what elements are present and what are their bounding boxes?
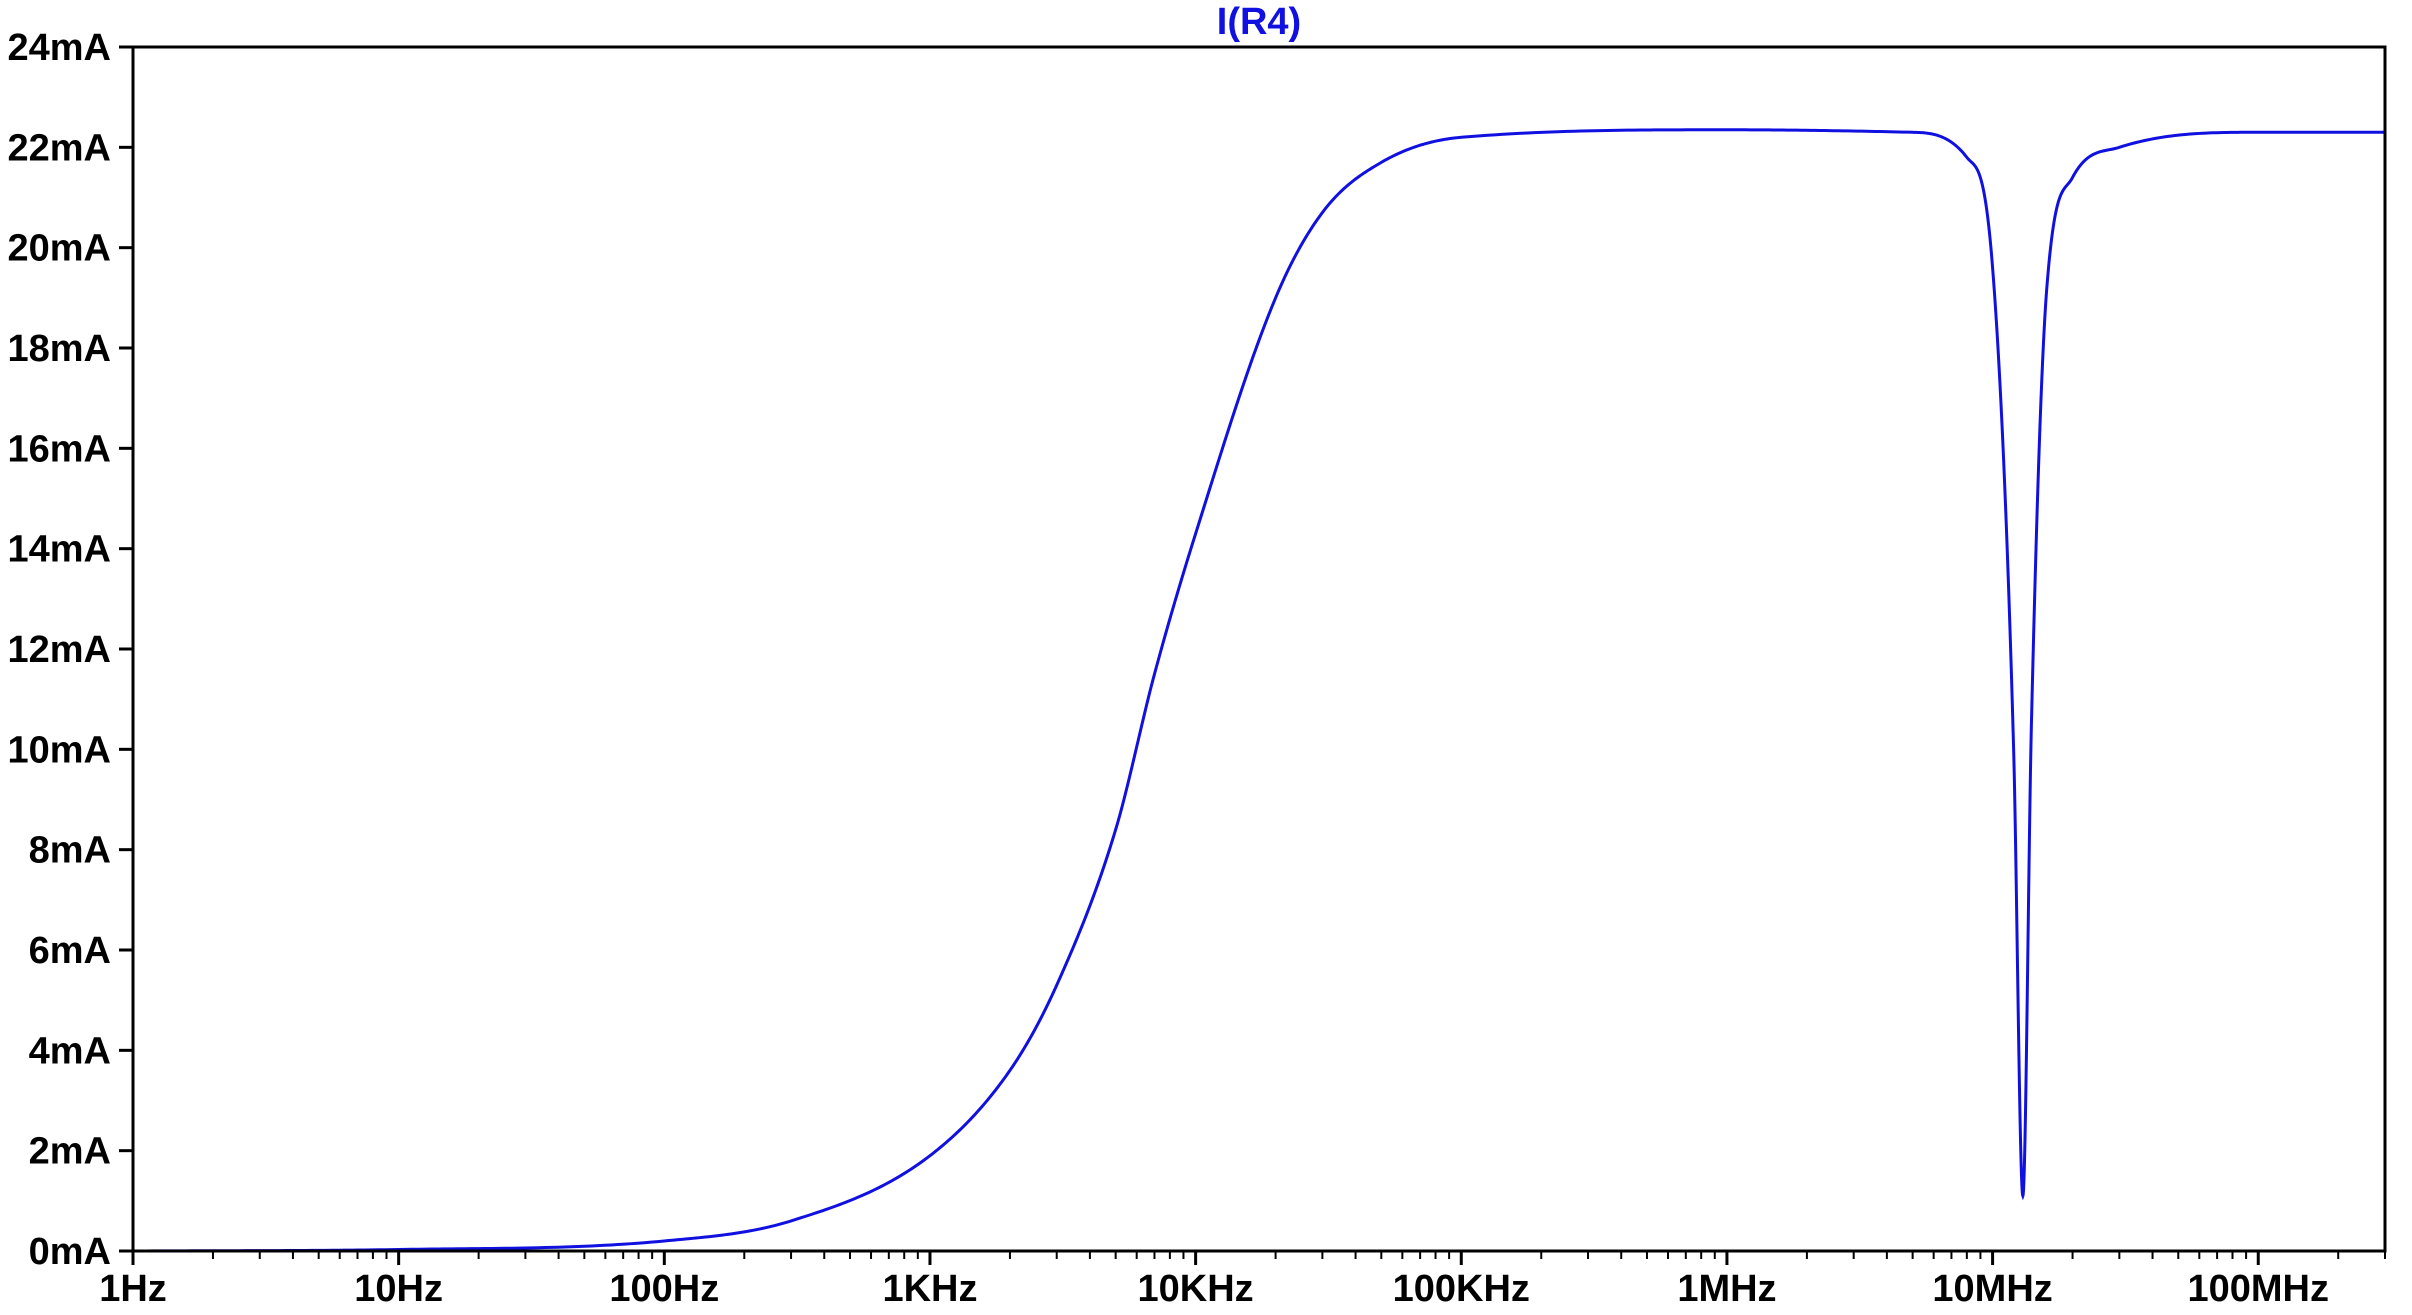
chart-title: I(R4) bbox=[1217, 1, 1301, 43]
x-tick-label: 100KHz bbox=[1393, 1268, 1530, 1310]
y-tick-label: 20mA bbox=[8, 228, 112, 270]
x-tick-label: 100MHz bbox=[2187, 1268, 2329, 1310]
x-tick-label: 1MHz bbox=[1677, 1268, 1776, 1310]
y-tick-label: 10mA bbox=[8, 729, 112, 771]
x-tick-label: 10KHz bbox=[1138, 1268, 1254, 1310]
y-tick-label: 12mA bbox=[8, 629, 112, 671]
y-tick-label: 24mA bbox=[8, 27, 112, 69]
y-tick-label: 18mA bbox=[8, 328, 112, 370]
y-tick-label: 16mA bbox=[8, 428, 112, 470]
x-tick-label: 100Hz bbox=[609, 1268, 719, 1310]
y-tick-label: 8mA bbox=[29, 830, 111, 872]
x-tick-label: 1KHz bbox=[882, 1268, 977, 1310]
y-tick-label: 6mA bbox=[29, 930, 111, 972]
axis-ticks: 1Hz 10Hz 100Hz 1KHz 10KHz 100KHz 1MHz 10MHz 100M… bbox=[8, 27, 2386, 1310]
y-tick-label: 4mA bbox=[29, 1030, 111, 1072]
y-tick-label: 2mA bbox=[29, 1131, 111, 1173]
y-tick-label: 22mA bbox=[8, 127, 112, 169]
y-tick-label: 0mA bbox=[29, 1231, 111, 1273]
x-tick-label: 10MHz bbox=[1932, 1268, 2052, 1310]
y-tick-label: 14mA bbox=[8, 529, 112, 571]
series-line bbox=[132, 128, 2385, 1253]
x-tick-label: 10Hz bbox=[354, 1268, 443, 1310]
series-layer bbox=[132, 128, 2385, 1253]
x-tick-label: 1Hz bbox=[99, 1268, 167, 1310]
plot-frame bbox=[131, 45, 2387, 1253]
